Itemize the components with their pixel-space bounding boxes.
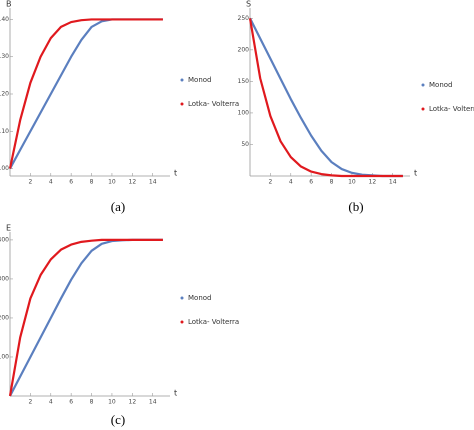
- y-tick-label: 150: [238, 78, 250, 85]
- y-tick-label: 300: [0, 275, 9, 282]
- y-axis-label: E: [6, 224, 11, 233]
- y-tick-label: 100: [0, 165, 9, 172]
- x-tick-label: 2: [28, 179, 32, 186]
- y-tick-label: 100: [238, 109, 250, 116]
- x-axis-label: t: [174, 169, 177, 178]
- y-tick-label: 400: [0, 236, 9, 243]
- y-axis-label: S: [246, 0, 251, 9]
- legend-swatch: [180, 102, 184, 106]
- x-tick-label: 8: [90, 399, 94, 406]
- legend-swatch: [180, 296, 184, 300]
- x-tick-label: 2: [28, 399, 32, 406]
- x-tick-label: 4: [49, 399, 53, 406]
- y-tick-label: 200: [0, 314, 9, 321]
- x-tick-label: 14: [389, 179, 397, 186]
- x-tick-label: 12: [129, 399, 137, 406]
- legend-swatch: [421, 107, 425, 111]
- series-line: [249, 17, 403, 178]
- x-tick-label: 12: [129, 179, 137, 186]
- x-tick-label: 10: [108, 399, 116, 406]
- legend-swatch: [180, 78, 184, 82]
- x-tick-label: 10: [348, 179, 356, 186]
- x-tick-label: 6: [69, 179, 73, 186]
- series-line: [9, 18, 163, 170]
- series-line: [8, 238, 163, 397]
- x-tick-label: 14: [149, 179, 157, 186]
- x-tick-label: 12: [369, 179, 377, 186]
- x-tick-label: 6: [309, 179, 313, 186]
- y-tick-label: 130: [0, 53, 9, 60]
- legend-swatch: [180, 320, 184, 324]
- x-tick-label: 2: [268, 179, 272, 186]
- x-tick-label: 8: [90, 179, 94, 186]
- x-tick-label: 4: [49, 179, 53, 186]
- caption: (b): [348, 199, 363, 214]
- legend-label: Lotka- Volterra: [188, 318, 239, 326]
- y-tick-label: 50: [241, 141, 249, 148]
- x-axis-label: t: [174, 389, 177, 398]
- x-tick-label: 4: [289, 179, 293, 186]
- legend-swatch: [421, 83, 425, 87]
- y-tick-label: 100: [0, 353, 9, 360]
- x-tick-label: 10: [108, 179, 116, 186]
- y-tick-label: 110: [0, 128, 9, 135]
- series-line: [8, 18, 163, 169]
- x-axis-label: t: [414, 169, 417, 178]
- legend-label: Monod: [188, 294, 212, 302]
- y-tick-label: 140: [0, 16, 9, 23]
- y-tick-label: 200: [238, 46, 250, 53]
- x-tick-label: 6: [69, 399, 73, 406]
- y-axis-label: B: [6, 0, 12, 9]
- legend-label: Monod: [188, 76, 212, 84]
- caption: (c): [111, 412, 125, 427]
- legend-label: Lotka- Volterra: [188, 100, 239, 108]
- x-tick-label: 14: [149, 399, 157, 406]
- y-tick-label: 120: [0, 91, 9, 98]
- caption: (a): [111, 199, 125, 214]
- legend-label: Monod: [429, 81, 453, 89]
- series-line: [9, 238, 163, 397]
- x-tick-label: 8: [330, 179, 334, 186]
- series-line: [248, 18, 403, 178]
- y-tick-label: 250: [238, 15, 250, 22]
- legend-label: Lotka- Volterra: [429, 105, 474, 113]
